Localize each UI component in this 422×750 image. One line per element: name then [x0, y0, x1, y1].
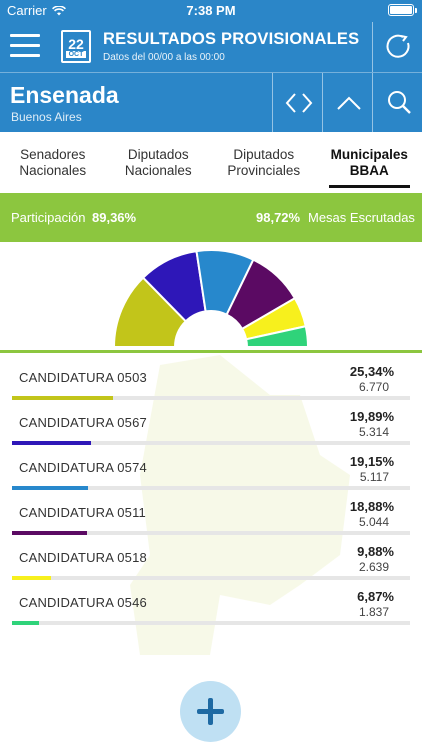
search-icon — [388, 91, 411, 114]
candidate-name: CANDIDATURA 0574 — [19, 460, 147, 475]
watermark-map — [130, 355, 350, 655]
progress-bar — [12, 621, 40, 625]
calendar-icon[interactable]: 22 OCT — [61, 30, 91, 63]
location-bar: Ensenada Buenos Aires — [0, 72, 422, 133]
tab-label: Municipales — [330, 147, 408, 162]
tab-label: BBAA — [349, 163, 389, 178]
candidate-votes: 5.314 — [358, 425, 389, 439]
result-row[interactable]: CANDIDATURA 0574 19,15% 5.117 — [0, 446, 422, 491]
candidate-name: CANDIDATURA 0546 — [19, 595, 147, 610]
location-subtitle: Buenos Aires — [11, 110, 82, 124]
progress-track — [12, 441, 410, 445]
progress-track — [12, 576, 410, 580]
progress-track — [12, 531, 410, 535]
result-row[interactable]: CANDIDATURA 0567 19,89% 5.314 — [0, 401, 422, 446]
candidate-name: CANDIDATURA 0503 — [19, 370, 147, 385]
swap-button[interactable] — [272, 73, 322, 133]
candidate-percentage: 18,88% — [349, 499, 394, 514]
candidate-name: CANDIDATURA 0511 — [19, 505, 146, 520]
participation-value: 89,36% — [92, 210, 137, 225]
candidate-percentage: 6,87% — [357, 589, 394, 604]
search-button[interactable] — [372, 73, 422, 133]
divider — [0, 350, 422, 353]
calendar-month: OCT — [66, 51, 86, 58]
progress-bar — [12, 441, 92, 445]
candidate-percentage: 19,89% — [349, 409, 394, 424]
candidate-votes: 2.639 — [358, 560, 389, 574]
carrier-label: Carrier — [7, 3, 47, 18]
mesas-value: 98,72% — [256, 210, 301, 225]
result-row[interactable]: CANDIDATURA 0503 25,34% 6.770 — [0, 356, 422, 401]
add-button[interactable] — [180, 681, 241, 742]
swap-icon — [285, 93, 313, 113]
participation-bar: Participación 89,36% 98,72% Mesas Escrut… — [0, 193, 422, 242]
tab-diputados-provinciales[interactable]: Diputados Provinciales — [211, 133, 317, 190]
candidate-percentage: 9,88% — [357, 544, 394, 559]
tab-municipales-bbaa[interactable]: Municipales BBAA — [317, 133, 422, 190]
progress-bar — [12, 531, 88, 535]
wifi-icon — [51, 5, 66, 15]
status-bar: Carrier 7:38 PM — [0, 0, 422, 22]
result-row[interactable]: CANDIDATURA 0518 9,88% 2.639 — [0, 536, 422, 581]
refresh-button[interactable] — [372, 22, 422, 72]
mesas-label: Mesas Escrutadas — [308, 210, 415, 225]
tab-label: Senadores — [20, 147, 86, 162]
candidate-votes: 5.117 — [359, 470, 389, 484]
calendar-day: 22 — [68, 36, 84, 52]
results-list: CANDIDATURA 0503 25,34% 6.770 CANDIDATURA 0… — [0, 356, 422, 626]
tab-label: Nacionales — [124, 163, 192, 178]
semicircle-chart — [112, 249, 310, 348]
progress-bar — [12, 576, 52, 580]
progress-track — [12, 396, 410, 400]
candidate-percentage: 19,15% — [349, 454, 394, 469]
candidate-name: CANDIDATURA 0567 — [19, 415, 147, 430]
result-row[interactable]: CANDIDATURA 0546 6,87% 1.837 — [0, 581, 422, 626]
candidate-votes: 5.044 — [358, 515, 389, 529]
app-header: 22 OCT RESULTADOS PROVISIONALES Datos de… — [0, 22, 422, 72]
candidate-votes: 6.770 — [358, 380, 389, 394]
candidate-percentage: 25,34% — [349, 364, 394, 379]
progress-bar — [12, 396, 113, 400]
progress-track — [12, 621, 410, 625]
hamburger-icon[interactable] — [10, 34, 40, 58]
tab-label: Provinciales — [227, 163, 301, 178]
progress-track — [12, 486, 410, 490]
status-time: 7:38 PM — [186, 3, 236, 18]
page-title: RESULTADOS PROVISIONALES — [103, 30, 360, 48]
candidate-votes: 1.837 — [358, 605, 389, 619]
refresh-icon — [386, 34, 410, 58]
election-tabs: Senadores Nacionales Diputados Nacionale… — [0, 133, 422, 190]
chart-segment — [244, 325, 310, 348]
tab-label: Diputados — [127, 147, 189, 162]
battery-icon — [388, 4, 417, 16]
location-title: Ensenada — [10, 82, 119, 108]
progress-bar — [12, 486, 89, 490]
participation-label: Participación — [11, 210, 86, 225]
result-row[interactable]: CANDIDATURA 0511 18,88% 5.044 — [0, 491, 422, 536]
tab-diputados-nacionales[interactable]: Diputados Nacionales — [106, 133, 212, 190]
page-subtitle: Datos del 00/00 a las 00:00 — [103, 52, 225, 63]
chevron-up-icon — [337, 96, 361, 110]
tab-label: Diputados — [233, 147, 295, 162]
tab-label: Nacionales — [19, 163, 87, 178]
collapse-button[interactable] — [322, 73, 372, 133]
results-chart — [0, 242, 422, 352]
candidate-name: CANDIDATURA 0518 — [19, 550, 147, 565]
tab-senadores-nacionales[interactable]: Senadores Nacionales — [0, 133, 106, 190]
